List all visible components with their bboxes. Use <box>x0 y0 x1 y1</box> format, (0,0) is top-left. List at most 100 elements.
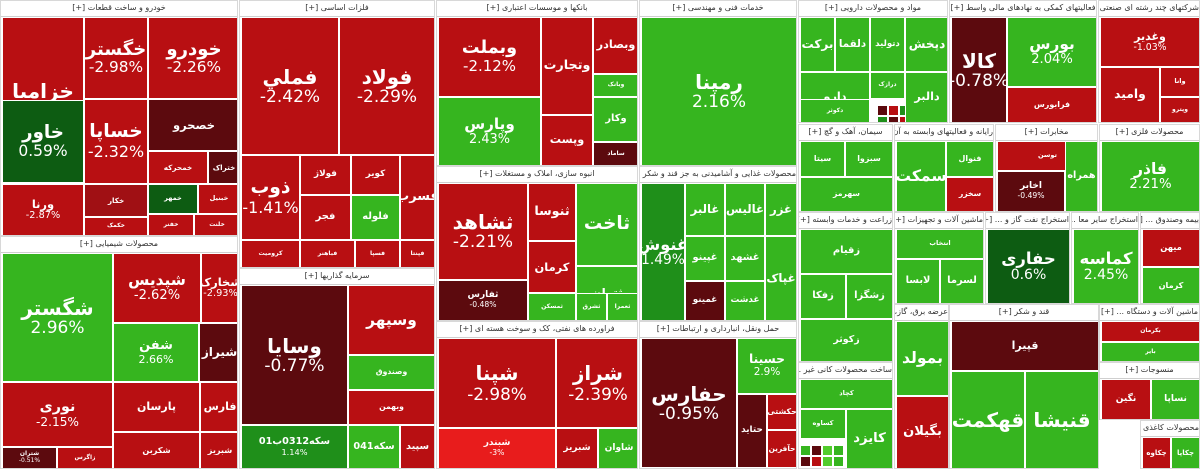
stock-tile[interactable]: شیراز <box>199 323 237 382</box>
sector-title[interactable]: استخراج سایر معا ... [+] <box>1072 213 1138 229</box>
sector-title[interactable]: منسوجات [+] <box>1100 363 1199 379</box>
stock-tile[interactable]: سپید <box>400 425 434 468</box>
stock-tile[interactable]: غمینو <box>685 281 725 320</box>
stock-tile[interactable]: حآفرین <box>767 430 796 468</box>
stock-tile[interactable]: غزر <box>765 183 796 236</box>
minor-stock-tile[interactable] <box>811 467 822 468</box>
stock-tile[interactable]: نساپا <box>1151 379 1199 419</box>
stock-tile[interactable]: دپخش <box>905 17 947 72</box>
stock-tile[interactable]: بکرمان <box>1101 321 1199 342</box>
stock-tile[interactable]: دتولید <box>870 17 905 72</box>
stock-tile[interactable]: شفن 2.66% <box>113 323 199 382</box>
stock-tile[interactable]: ثشاهد -2.21% <box>438 183 528 280</box>
sector-title[interactable]: زراعت و خدمات وابسته [+] <box>799 213 892 229</box>
stock-tile[interactable]: زقیام <box>800 229 892 274</box>
stock-tile[interactable]: غدشت <box>725 281 765 320</box>
stock-tile[interactable]: شبریز <box>200 432 237 468</box>
stock-tile[interactable]: دلقما <box>835 17 870 72</box>
stock-tile[interactable]: خودرو -2.26% <box>148 17 237 99</box>
stock-tile[interactable]: زاگرس <box>57 447 113 468</box>
stock-tile[interactable]: شبریز <box>556 428 598 468</box>
stock-tile[interactable]: قهکمت <box>951 371 1025 468</box>
sector-title[interactable]: محصولات شیمیایی [+] <box>1 237 237 253</box>
stock-tile[interactable]: خگستر -2.98% <box>84 17 148 99</box>
stock-tile[interactable]: برکت <box>800 17 835 72</box>
stock-tile[interactable]: فملي -2.42% <box>241 17 339 155</box>
stock-tile[interactable]: پارسان <box>113 382 200 432</box>
sector-title[interactable]: رایانه و فعالیتهای وابسته به آن [+] <box>895 125 993 141</box>
stock-tile[interactable]: فارس <box>200 382 237 432</box>
stock-tile[interactable]: غنوش1.49% <box>641 183 685 320</box>
stock-tile[interactable]: فاذر 2.21% <box>1101 141 1199 211</box>
stock-tile[interactable]: خکمک <box>84 217 148 235</box>
stock-tile[interactable]: حفارس -0.95% <box>641 338 737 468</box>
stock-tile[interactable]: وصندوق <box>348 355 434 390</box>
stock-tile[interactable]: لسرما <box>940 259 983 303</box>
stock-tile[interactable]: فلوله <box>351 195 400 240</box>
minor-stock-tile[interactable] <box>800 456 811 467</box>
stock-tile[interactable]: سیتا <box>800 141 845 177</box>
minor-stock-tile[interactable] <box>822 456 833 467</box>
stock-tile[interactable]: اخابر -0.49% <box>997 171 1065 211</box>
stock-tile[interactable]: کماسه 2.45% <box>1073 229 1138 303</box>
sector-title[interactable]: انبوه سازی، املاک و مستغلات [+] <box>437 167 637 183</box>
stock-tile[interactable]: وتجارت <box>541 17 593 115</box>
stock-tile[interactable]: حتاید <box>737 394 767 468</box>
stock-tile[interactable]: شکربن <box>113 432 200 468</box>
minor-stock-tile[interactable] <box>822 445 833 456</box>
stock-tile[interactable]: کساوه <box>800 409 846 439</box>
stock-tile[interactable]: غپاک <box>765 236 796 320</box>
stock-tile[interactable]: زفکا <box>800 274 846 319</box>
stock-tile[interactable]: قپیرا <box>951 321 1098 371</box>
stock-tile[interactable]: چکاپا <box>1171 437 1199 468</box>
stock-tile[interactable]: میهن <box>1142 229 1199 267</box>
stock-tile[interactable]: خفنر <box>148 214 194 235</box>
sector-title[interactable]: بانکها و موسسات اعتباری [+] <box>437 1 637 17</box>
minor-stock-tile[interactable] <box>833 456 844 467</box>
stock-tile[interactable]: شاوان <box>598 428 637 468</box>
stock-tile[interactable]: زشگزا <box>846 274 892 319</box>
sector-title[interactable]: مواد و محصولات دارویی [+] <box>799 1 947 17</box>
stock-tile[interactable]: وبملت -2.12% <box>438 17 541 97</box>
sector-title[interactable]: فعالیتهای کمکی به نهادهای مالی واسط [+] <box>950 1 1096 17</box>
stock-tile[interactable]: وامید <box>1100 67 1160 122</box>
stock-tile[interactable]: بمولد <box>896 321 948 396</box>
sector-title[interactable]: سیمان، آهک و گچ [+] <box>799 125 892 141</box>
sector-title[interactable]: حمل ونقل، انبارداری و ارتباطات [+] <box>640 322 796 338</box>
minor-stock-tile[interactable] <box>877 105 888 116</box>
stock-tile[interactable]: فولاژ <box>300 155 351 195</box>
stock-tile[interactable]: رمپنا 2.16% <box>641 17 796 165</box>
stock-tile[interactable]: همراه <box>1065 141 1097 211</box>
stock-tile[interactable]: غشهد <box>725 236 765 281</box>
stock-tile[interactable]: وپارس 2.43% <box>438 97 541 165</box>
minor-stock-tile[interactable] <box>888 116 899 122</box>
minor-stock-tile[interactable] <box>877 116 888 122</box>
stock-tile[interactable]: کالا -0.78% <box>951 17 1007 122</box>
stock-tile[interactable]: فنوال <box>946 141 993 177</box>
stock-tile[interactable]: بایر <box>1101 342 1199 361</box>
stock-tile[interactable]: فباهنر <box>300 240 355 267</box>
stock-tile[interactable]: سبزوا <box>845 141 892 177</box>
stock-tile[interactable]: سکه0312ب01 1.14% <box>241 425 348 468</box>
stock-tile[interactable]: دالبر <box>905 72 947 122</box>
stock-tile[interactable]: نگین <box>1101 379 1151 419</box>
stock-tile[interactable]: ختراک <box>208 151 237 184</box>
stock-tile[interactable]: سمکت <box>896 141 946 211</box>
stock-tile[interactable]: وپترو <box>1160 97 1199 122</box>
stock-tile[interactable]: وانا <box>1160 67 1199 97</box>
stock-tile[interactable]: شپنا -2.98% <box>438 338 556 428</box>
stock-tile[interactable]: بورس 2.04% <box>1007 17 1096 87</box>
stock-tile[interactable]: فسپا <box>355 240 400 267</box>
stock-tile[interactable]: حکشتی <box>767 394 796 430</box>
sector-title[interactable]: ساخت محصولات کانی غیر ... [+] <box>799 363 892 379</box>
stock-tile[interactable]: زکوثر <box>800 319 892 361</box>
stock-tile[interactable]: فپنتا <box>400 240 434 267</box>
stock-tile[interactable]: ذوب -1.41% <box>241 155 300 240</box>
stock-tile[interactable]: فولاد -2.29% <box>339 17 434 155</box>
stock-tile[interactable]: ورنا -2.87% <box>2 184 84 235</box>
minor-stock-tile[interactable] <box>800 467 811 468</box>
stock-tile[interactable]: ثنوسا <box>528 183 576 241</box>
stock-tile[interactable]: فجر <box>300 195 351 240</box>
stock-tile[interactable]: انتخاب <box>896 229 983 259</box>
stock-tile[interactable]: شپدیس -2.62% <box>113 253 201 323</box>
